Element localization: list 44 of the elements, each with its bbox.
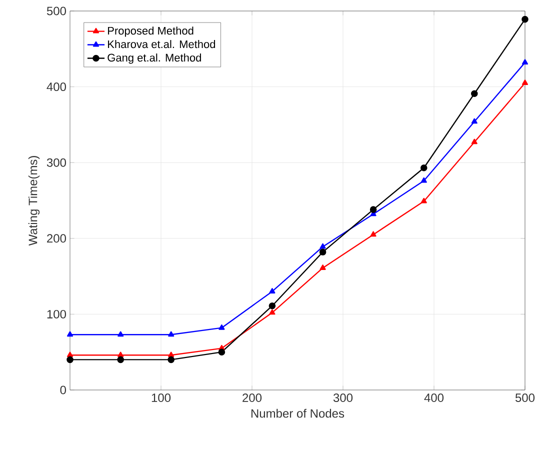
- point: [370, 231, 376, 237]
- point: [522, 80, 528, 86]
- legend-label: Gang et.al. Method: [108, 54, 201, 64]
- point: [522, 16, 528, 23]
- point: [66, 352, 74, 358]
- point: [420, 177, 427, 183]
- y-tick-label: 400: [46, 82, 66, 92]
- point: [320, 243, 326, 249]
- y-tick-label: 200: [47, 234, 66, 243]
- point: [471, 90, 478, 98]
- point: [471, 138, 478, 144]
- point: [117, 356, 124, 364]
- x-tick-label: 400: [424, 394, 444, 402]
- point: [218, 324, 225, 330]
- point: [370, 206, 377, 213]
- x-tick-label: 100: [152, 394, 171, 402]
- point: [420, 164, 428, 172]
- x-tick-label: 500: [515, 394, 535, 402]
- point: [118, 331, 124, 337]
- y-tick-label: 300: [46, 158, 66, 167]
- point: [320, 264, 326, 270]
- point: [420, 198, 427, 204]
- point: [66, 356, 74, 364]
- y-tick-label: 500: [46, 6, 66, 16]
- point: [66, 331, 74, 337]
- point: [522, 59, 528, 65]
- legend-label: Kharova et.al. Method: [108, 40, 216, 48]
- y-axis-title: Wating Time(ms): [28, 156, 40, 246]
- x-tick-label: 300: [333, 394, 353, 402]
- point: [168, 331, 174, 337]
- point: [118, 352, 124, 358]
- point: [268, 302, 276, 310]
- point: [269, 288, 276, 294]
- point: [319, 248, 326, 256]
- point: [218, 348, 226, 356]
- x-axis-title: Number of Nodes: [251, 408, 344, 418]
- point: [471, 118, 478, 124]
- y-tick-label: 100: [47, 310, 66, 318]
- y-tick-label: 0: [60, 386, 66, 394]
- x-tick-label: 200: [242, 394, 262, 402]
- point: [168, 356, 175, 364]
- legend-label: Proposed Method: [108, 26, 194, 37]
- point: [168, 352, 174, 358]
- point: [269, 309, 276, 315]
